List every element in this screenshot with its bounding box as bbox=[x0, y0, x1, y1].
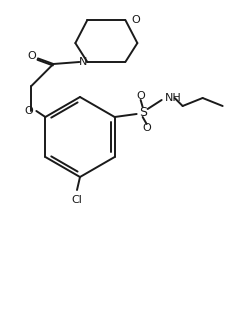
Text: N: N bbox=[79, 57, 88, 67]
Text: O: O bbox=[142, 123, 151, 133]
Text: Cl: Cl bbox=[72, 195, 83, 205]
Text: O: O bbox=[24, 106, 33, 116]
Text: O: O bbox=[131, 15, 140, 25]
Text: O: O bbox=[27, 51, 36, 61]
Text: O: O bbox=[136, 91, 145, 101]
Text: NH: NH bbox=[165, 93, 182, 103]
Text: S: S bbox=[139, 105, 147, 119]
